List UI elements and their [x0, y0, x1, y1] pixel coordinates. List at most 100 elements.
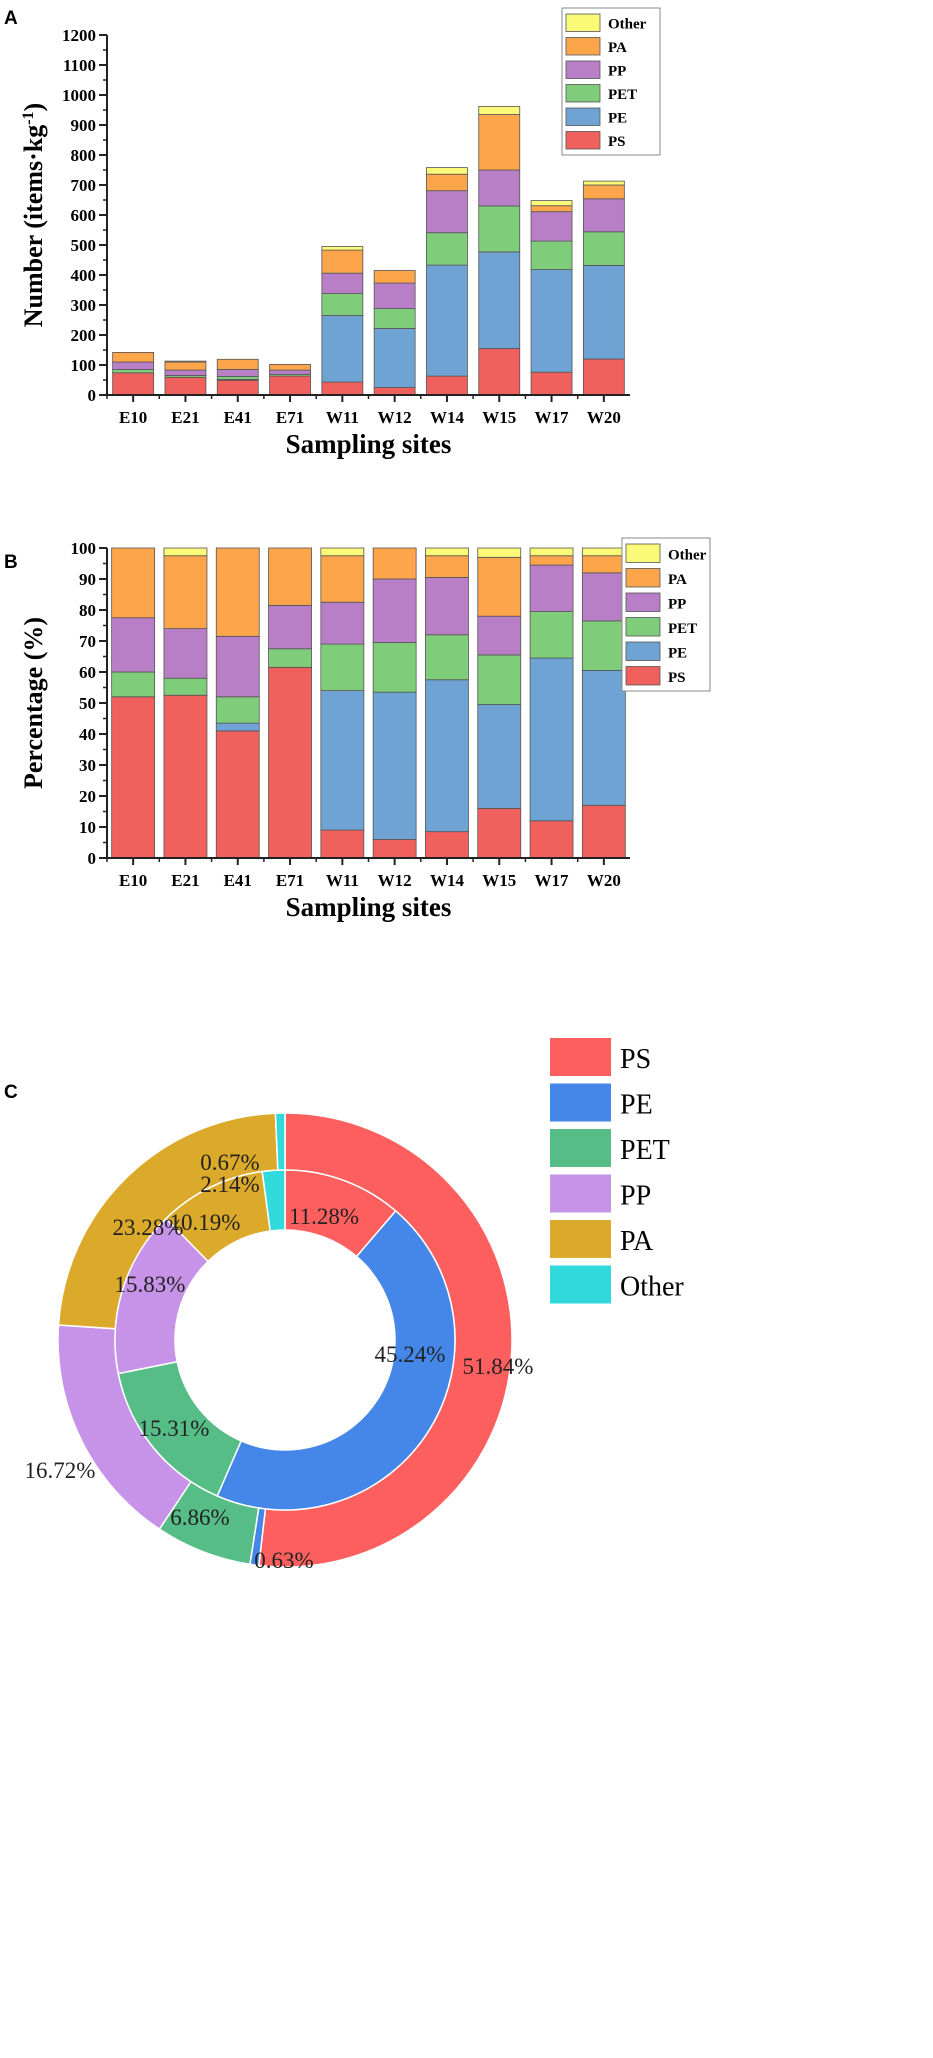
y-tick-label: 100 — [71, 539, 97, 558]
bar-pp-w11 — [320, 601, 365, 645]
bar-ps-e21 — [163, 694, 208, 859]
bar-pet-w15 — [477, 654, 522, 705]
x-tick-label: E71 — [276, 871, 304, 890]
bar-ps-w15 — [477, 808, 522, 859]
legend-label-pet: PET — [608, 87, 637, 103]
x-tick-label: E41 — [224, 871, 252, 890]
x-tick-label: E71 — [276, 408, 304, 427]
bar-other-e21 — [164, 360, 207, 363]
bar-pet-e10 — [112, 369, 155, 374]
y-tick-label: 1100 — [63, 56, 96, 75]
legend-c: PS PE PET PP PA Other — [550, 1038, 684, 1304]
bar-pet-w11 — [321, 293, 364, 316]
bar-pe-w17 — [530, 269, 573, 373]
y-axis-title-end: ) — [19, 103, 48, 112]
y-axis-title-text: Percentage (%) — [19, 617, 48, 789]
legend-swatch-pp — [625, 592, 661, 612]
legend-swatch-other — [625, 543, 661, 563]
bar-pet-w14 — [425, 634, 469, 681]
bar-pp-w20 — [581, 572, 626, 622]
bar-pa-e41 — [215, 547, 260, 637]
legend-label-pa: PA — [608, 40, 627, 56]
bar-pa-e10 — [112, 351, 155, 363]
x-tick-label: W15 — [482, 871, 516, 890]
donut-inner-label-pet: 15.31% — [139, 1416, 210, 1441]
y-tick-label: 600 — [71, 206, 97, 225]
x-tick-label: E10 — [119, 871, 147, 890]
bar-pp-w15 — [478, 169, 521, 207]
bar-pp-e10 — [111, 617, 156, 673]
x-tick-label: W14 — [430, 871, 465, 890]
legend-box — [621, 537, 711, 692]
y-tick-label: 200 — [71, 326, 97, 345]
y-tick-label: 100 — [71, 356, 97, 375]
bar-pet-e71 — [268, 648, 312, 668]
legend-label-pe: PE — [668, 646, 687, 662]
y-tick-label: 70 — [79, 632, 96, 651]
bar-pe-w12 — [372, 691, 417, 840]
bar-ps-w20 — [582, 358, 625, 396]
legend-label-pe: PE — [620, 1090, 653, 1121]
bar-pet-w12 — [373, 308, 416, 329]
bar-pet-w17 — [529, 611, 574, 659]
donut-inner-slice-other — [261, 1169, 286, 1232]
bar-ps-e71 — [268, 666, 312, 859]
x-tick-label: E10 — [119, 408, 147, 427]
bar-pet-e41 — [215, 696, 260, 724]
legend: Other PA PP PET PE PS — [561, 7, 661, 156]
legend-box — [561, 7, 661, 156]
y-tick-label: 900 — [71, 116, 97, 135]
x-tick-label: E21 — [171, 871, 199, 890]
chart-b: E10 E21 E41 E71 W11 W12 W14 W15 W17 W20 0 10 20 30 40 5… — [19, 537, 711, 922]
bar-pp-w12 — [372, 578, 417, 643]
panel-label: C — [4, 1082, 18, 1103]
legend-label-pet: PET — [668, 621, 697, 637]
legend-label-pp: PP — [668, 597, 686, 613]
bar-ps-e10 — [112, 372, 155, 396]
donut-outer-label-pe: 0.63% — [254, 1548, 313, 1573]
bar-other-w14 — [425, 547, 469, 557]
legend-label-other: Other — [608, 17, 647, 33]
bar-ps-w20 — [581, 804, 626, 859]
bar-ps-w15 — [478, 348, 521, 396]
bar-pa-e71 — [268, 547, 312, 606]
bar-other-w15 — [478, 106, 521, 115]
y-axis-title-sup: -1 — [20, 111, 37, 124]
legend-swatch-other — [550, 1265, 611, 1304]
legend-label-other: Other — [620, 1272, 684, 1303]
x-axis-title: Sampling sites — [286, 429, 452, 459]
donut-outer-label-other: 0.67% — [200, 1150, 259, 1175]
legend-label-pe: PE — [608, 111, 627, 127]
x-tick-label: W11 — [326, 871, 359, 890]
bar-pp-w14 — [425, 577, 469, 636]
x-tick-label: W12 — [378, 871, 412, 890]
bar-ps-e41 — [215, 730, 260, 859]
bar-pa-w11 — [320, 555, 365, 603]
bar-pe-w20 — [582, 264, 625, 360]
legend-swatch-pe — [625, 641, 661, 661]
legend-swatch-pp — [550, 1174, 611, 1213]
donut-outer-label-ps: 51.84% — [463, 1354, 534, 1379]
y-tick-label: 60 — [79, 663, 96, 682]
bar-pa-e21 — [164, 361, 207, 371]
y-axis-title-text: Number (items·kg — [19, 125, 48, 327]
bar-ps-w17 — [530, 371, 573, 396]
x-tick-label: W20 — [587, 871, 621, 890]
y-tick-label: 1200 — [62, 26, 96, 45]
y-axis-title: Percentage (%) — [19, 617, 48, 789]
y-axis-title: Number (items·kg-1) — [19, 103, 48, 327]
legend-swatch-pet — [550, 1129, 611, 1167]
y-tick-label: 1000 — [62, 86, 96, 105]
bar-pa-w17 — [530, 205, 573, 213]
bar-pa-w17 — [529, 555, 574, 566]
bar-pet-w17 — [530, 240, 573, 271]
bar-pp-w11 — [321, 272, 364, 295]
bar-pet-e41 — [216, 375, 259, 380]
bar-pe-w14 — [425, 679, 469, 833]
bar-pp-w20 — [582, 198, 625, 233]
y-tick-label: 0 — [88, 849, 97, 868]
legend-swatch-pe — [550, 1083, 611, 1122]
bar-pe-w20 — [581, 670, 626, 806]
legend-swatch-ps — [625, 666, 661, 686]
